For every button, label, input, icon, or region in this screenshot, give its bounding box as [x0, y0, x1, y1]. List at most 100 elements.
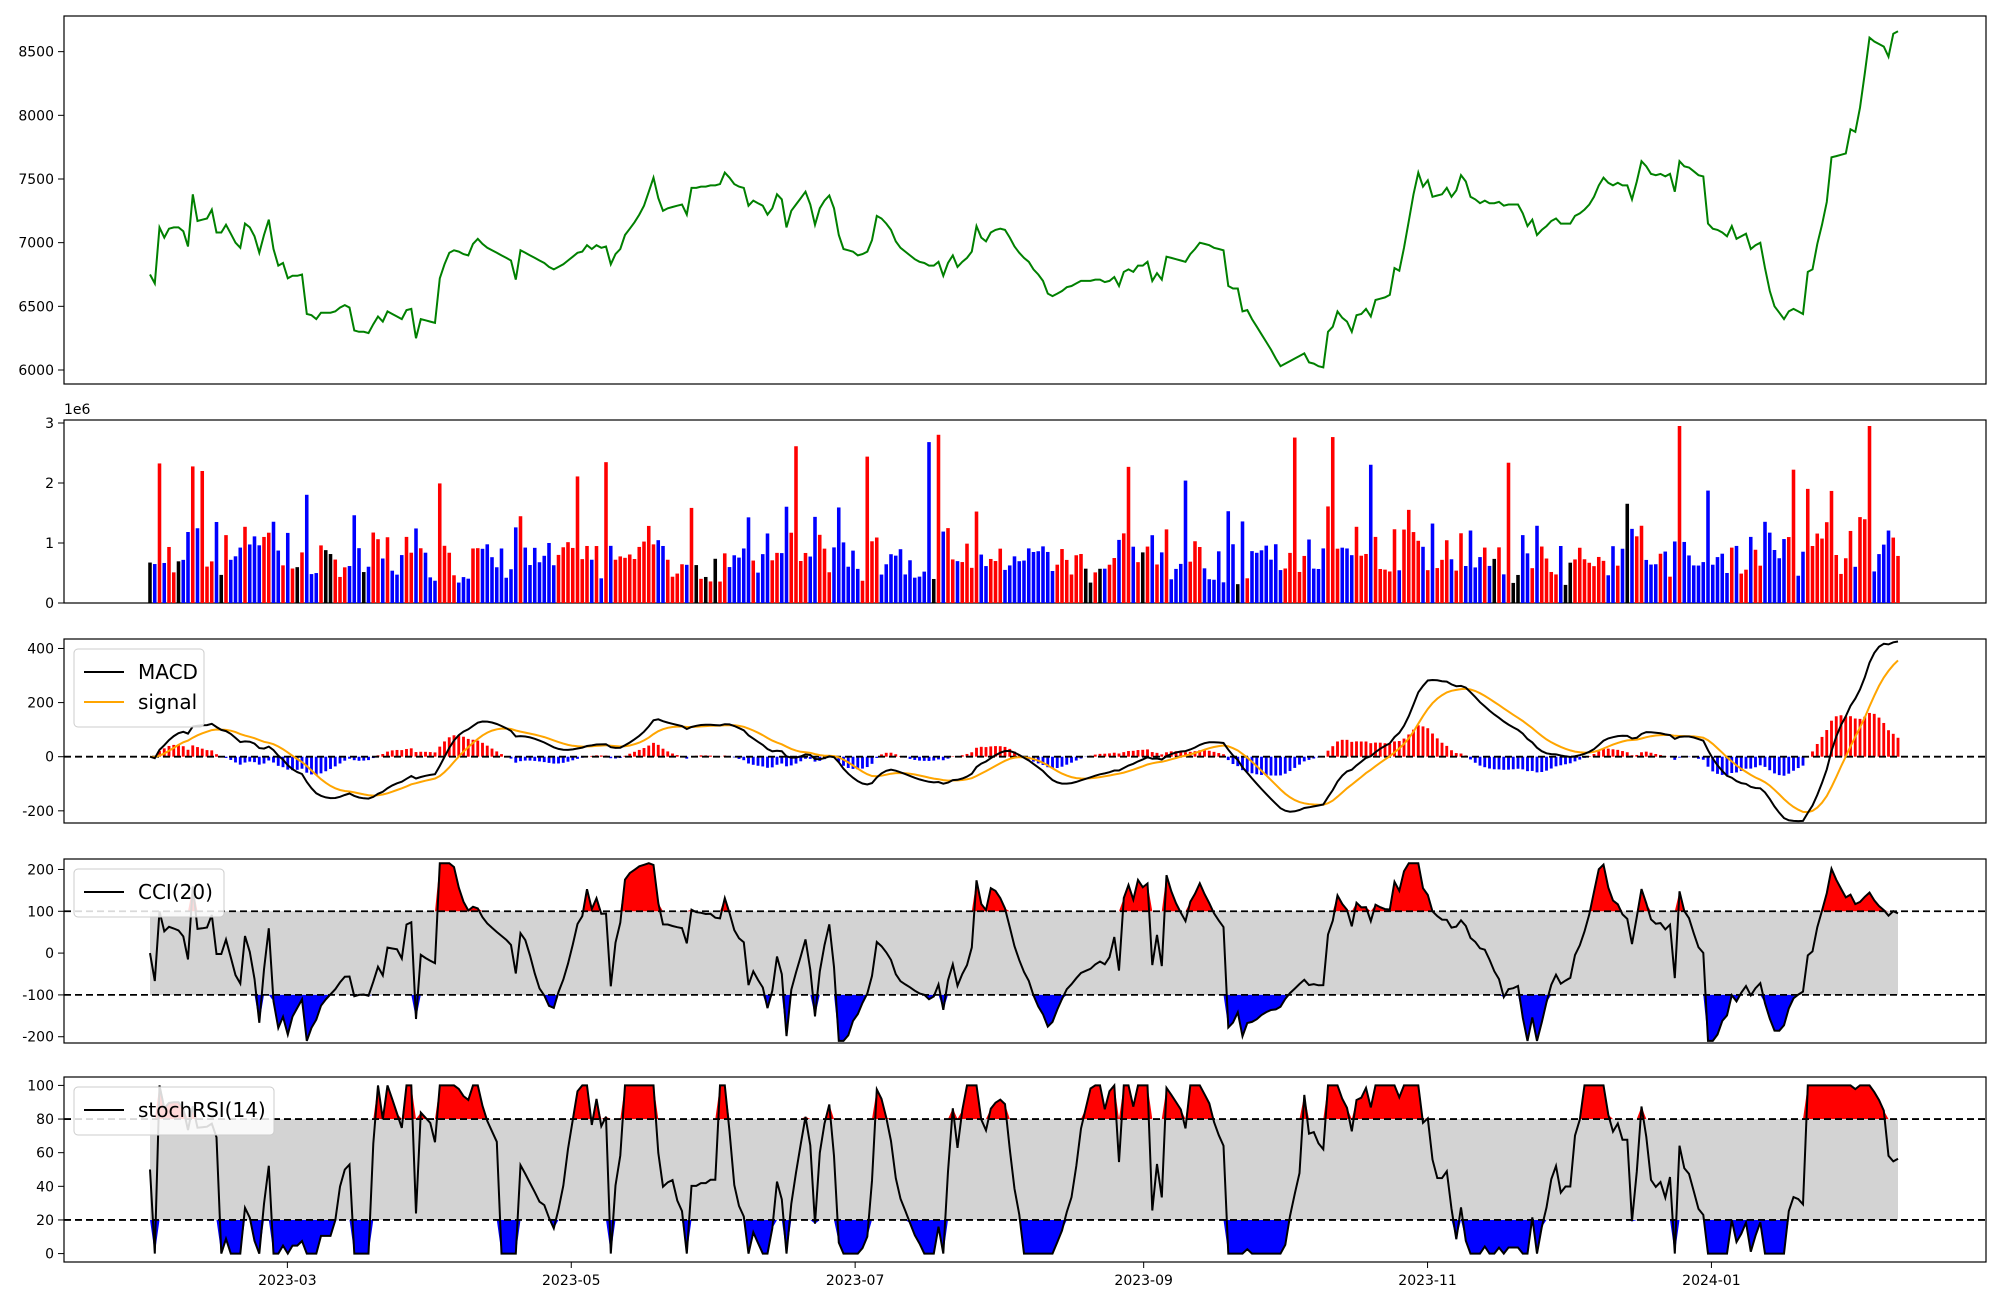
- volume-bar: [404, 536, 409, 603]
- volume-bar: [551, 565, 556, 603]
- macd-histogram-bar: [984, 747, 988, 757]
- macd-histogram-bar: [599, 755, 603, 757]
- volume-bar: [1107, 564, 1112, 603]
- volume-bar: [727, 567, 732, 603]
- macd-histogram-bar: [1549, 756, 1553, 769]
- cci-oversold-area: [150, 994, 1898, 1041]
- macd-histogram-bar: [552, 756, 556, 764]
- macd-histogram-bar: [210, 750, 214, 757]
- volume-bar: [618, 556, 623, 603]
- volume-bar: [1316, 568, 1321, 603]
- macd-histogram-bar: [1497, 756, 1501, 770]
- macd-histogram-bar: [861, 756, 864, 769]
- macd-histogram-bar: [908, 756, 912, 759]
- volume-bar: [205, 566, 209, 603]
- volume-bar: [1079, 553, 1083, 603]
- stochrsi-line: [149, 1082, 1899, 1256]
- volume-bar: [1881, 544, 1886, 603]
- macd-histogram-bar: [1739, 756, 1743, 771]
- volume-bar: [385, 537, 390, 603]
- macd-ytick-label: 400: [27, 641, 54, 657]
- macd-histogram-bar: [457, 735, 461, 757]
- macd-histogram-bar: [1483, 756, 1487, 768]
- volume-bar: [1815, 533, 1820, 603]
- cci-panel: -200 -100 0 100 200 CCI(20): [22, 858, 1987, 1046]
- volume-bar: [870, 541, 874, 603]
- macd-histogram-bar: [1801, 756, 1805, 766]
- macd-histogram-bar: [1198, 750, 1202, 757]
- macd-histogram-bar: [238, 756, 242, 765]
- volume-bar: [162, 562, 167, 603]
- volume-bar: [200, 470, 205, 603]
- price-panel: 6000 6500 7000 7500 8000 8500: [18, 15, 1987, 385]
- macd-histogram-bar: [1359, 741, 1363, 757]
- macd-histogram-bar: [576, 756, 579, 759]
- volume-bar: [1416, 540, 1421, 603]
- macd-histogram-bar: [1307, 756, 1311, 760]
- macd-histogram-bar: [424, 751, 427, 757]
- macd-histogram-bar: [1060, 756, 1064, 767]
- volume-bar: [442, 545, 447, 603]
- volume-bar: [855, 568, 860, 603]
- volume-bar: [1867, 426, 1872, 603]
- volume-bar: [1397, 570, 1402, 603]
- volume-bar: [1311, 568, 1316, 603]
- macd-histogram-bar: [438, 746, 442, 757]
- volume-bar: [1164, 529, 1169, 603]
- volume-bar: [632, 558, 637, 603]
- volume-bar: [281, 565, 285, 603]
- volume-bar: [1273, 544, 1278, 603]
- macd-histogram-bar: [1131, 750, 1135, 757]
- macd-histogram-bar: [770, 756, 774, 768]
- x-tick-label: 2023-05: [542, 1273, 601, 1289]
- macd-histogram-bar: [1098, 753, 1102, 757]
- volume-bar: [1506, 462, 1511, 603]
- volume-bar: [437, 483, 442, 603]
- stochrsi-ytick-label: 80: [36, 1112, 54, 1128]
- macd-histogram-bar: [234, 756, 237, 763]
- volume-bar: [1720, 553, 1725, 603]
- macd-histogram-bar: [1283, 756, 1287, 774]
- macd-histogram-bar: [1730, 756, 1734, 773]
- volume-bar: [566, 542, 570, 603]
- volume-bar: [1425, 570, 1430, 603]
- cci-overbought-area: [150, 863, 1898, 912]
- macd-histogram-bar: [1830, 720, 1833, 757]
- volume-bar: [1862, 519, 1867, 603]
- volume-bar: [1278, 570, 1283, 603]
- volume-bar: [1853, 566, 1858, 603]
- macd-histogram-bar: [538, 756, 541, 762]
- macd-histogram-bar: [1269, 756, 1273, 776]
- macd-histogram-bar: [329, 756, 332, 769]
- macd-histogram-bar: [314, 756, 318, 775]
- macd-histogram-bar: [922, 756, 926, 761]
- cci-ytick-label: -100: [22, 988, 54, 1004]
- volume-bar: [1435, 568, 1440, 603]
- macd-histogram-bar: [979, 746, 983, 757]
- macd-histogram-bar: [1112, 752, 1116, 757]
- macd-histogram-bar: [1117, 753, 1121, 757]
- volume-bar: [1387, 571, 1392, 603]
- volume-bar: [585, 545, 589, 603]
- macd-histogram-bar: [557, 756, 560, 764]
- macd-histogram-bar: [1625, 752, 1629, 757]
- volume-bar: [580, 559, 585, 603]
- volume-bar: [1368, 464, 1373, 603]
- macd-histogram-bar: [1136, 750, 1140, 757]
- macd-histogram-bar: [756, 756, 760, 766]
- macd-histogram-bar: [666, 751, 670, 757]
- volume-bar: [1696, 565, 1701, 603]
- volume-bar: [243, 526, 247, 603]
- macd-histogram-bar: [1654, 754, 1658, 757]
- volume-bar: [1482, 547, 1487, 603]
- macd-histogram-bar: [1811, 751, 1814, 757]
- volume-bar: [1672, 541, 1677, 603]
- volume-bar: [1753, 549, 1758, 603]
- volume-bar: [1758, 565, 1763, 603]
- macd-histogram-bar: [1782, 756, 1786, 776]
- volume-bar: [1687, 555, 1691, 603]
- volume-bar: [1744, 569, 1748, 603]
- volume-bar: [803, 552, 808, 603]
- macd-histogram-bar: [1749, 756, 1753, 769]
